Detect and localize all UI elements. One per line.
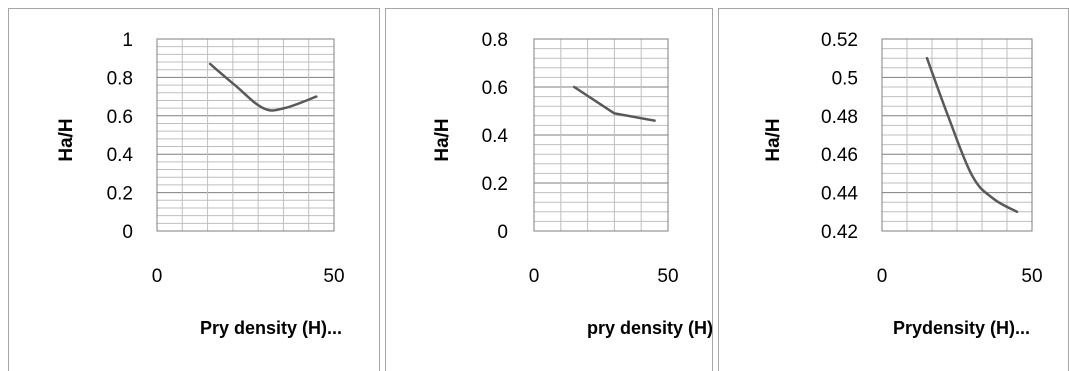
chart-3-grid xyxy=(881,38,1033,232)
y-tick-label: 0.46 xyxy=(821,145,858,166)
chart-3-svg: 0.52 0.5 0.48 0.46 0.44 0.42 0 50 Ha/H Prydens… xyxy=(763,30,1043,338)
chart-panel-1: 1 0.8 0.6 0.4 0.2 0 0 50 Ha/H Pry density (H).… xyxy=(8,8,380,371)
x-tick-label: 0 xyxy=(152,266,163,287)
y-tick-label: 0.6 xyxy=(107,107,133,128)
chart-2-y-axis-label: Ha/H xyxy=(432,118,453,161)
y-tick-label: 0.4 xyxy=(482,126,509,147)
y-tick-label: 0 xyxy=(497,222,508,243)
y-tick-label: 0.48 xyxy=(821,107,858,128)
plot-area-frame xyxy=(881,38,1033,232)
y-tick-label: 0.42 xyxy=(821,222,858,243)
x-tick-label: 50 xyxy=(1021,266,1042,287)
x-tick-label: 0 xyxy=(877,266,888,287)
y-tick-label: 0.8 xyxy=(107,68,133,89)
y-tick-label: 0.2 xyxy=(482,174,508,195)
chart-3-y-ticks: 0.52 0.5 0.48 0.46 0.44 0.42 xyxy=(821,30,858,243)
y-tick-label: 0 xyxy=(122,222,133,243)
chart-3-series-line xyxy=(925,56,1019,214)
chart-2-svg: 0.8 0.6 0.4 0.2 0 0 50 Ha/H pry density (H). xyxy=(432,30,713,338)
y-tick-label: 0.52 xyxy=(821,30,858,51)
chart-1-x-axis-label: Pry density (H)... xyxy=(200,318,342,338)
y-tick-label: 0.8 xyxy=(482,30,508,51)
chart-panel-2: 0.8 0.6 0.4 0.2 0 0 50 Ha/H pry density (H). xyxy=(385,8,713,371)
chart-2-x-axis-label: pry density (H). xyxy=(587,318,713,338)
x-tick-label: 50 xyxy=(323,266,344,287)
chart-1-grid xyxy=(156,38,335,232)
x-tick-label: 0 xyxy=(529,266,540,287)
y-tick-label: 0.4 xyxy=(107,145,134,166)
y-tick-label: 0.2 xyxy=(107,184,133,205)
chart-1-svg: 1 0.8 0.6 0.4 0.2 0 0 50 Ha/H Pry density (H).… xyxy=(56,30,345,338)
y-tick-label: 1 xyxy=(122,30,133,51)
y-tick-label: 0.5 xyxy=(832,68,858,89)
x-tick-label: 50 xyxy=(657,266,678,287)
chart-1-series-line xyxy=(208,62,318,112)
chart-3-x-ticks: 0 50 xyxy=(877,266,1043,287)
y-tick-label: 0.6 xyxy=(482,78,508,99)
chart-2-grid xyxy=(533,38,669,232)
chart-2-y-ticks: 0.8 0.6 0.4 0.2 0 xyxy=(482,30,509,243)
chart-2-series-line xyxy=(572,85,656,122)
chart-1-y-ticks: 1 0.8 0.6 0.4 0.2 0 xyxy=(107,30,134,243)
chart-1-y-axis-label: Ha/H xyxy=(56,118,77,161)
plot-area-frame xyxy=(533,38,669,232)
chart-2-x-ticks: 0 50 xyxy=(529,266,679,287)
chart-3-x-axis-label: Prydensity (H)... xyxy=(893,318,1030,338)
plot-area-frame xyxy=(156,38,335,232)
y-tick-label: 0.44 xyxy=(821,184,858,205)
chart-panel-3: 0.52 0.5 0.48 0.46 0.44 0.42 0 50 Ha/H Prydens… xyxy=(718,8,1069,371)
chart-1-x-ticks: 0 50 xyxy=(152,266,345,287)
chart-3-y-axis-label: Ha/H xyxy=(763,118,784,161)
